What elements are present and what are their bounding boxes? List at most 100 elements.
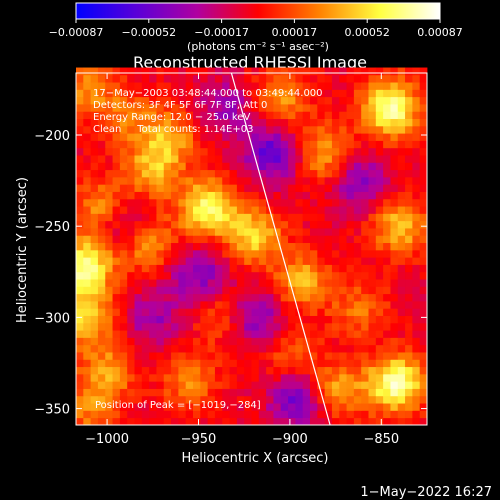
heatmap-cell [317,147,326,156]
heatmap-cell [214,228,223,236]
heatmap-cell [149,235,157,244]
heatmap-cell [236,118,245,127]
heatmap-cell [171,242,179,251]
heatmap-cell [273,191,282,200]
heatmap-cell [412,300,421,309]
heatmap-cell [346,89,355,98]
heatmap-cell [134,176,143,185]
heatmap-cell [200,111,209,119]
heatmap-cell [280,206,289,214]
heatmap-cell [97,184,106,192]
heatmap-cell [83,104,92,112]
heatmap-cell [236,213,245,222]
heatmap-cell [375,395,384,404]
heatmap-cell [244,410,252,419]
heatmap-cell [119,322,128,331]
heatmap-cell [214,366,223,375]
heatmap-cell [200,206,209,214]
heatmap-cell [236,147,245,156]
heatmap-cell [214,176,223,185]
heatmap-cell [193,111,201,119]
heatmap-cell [368,403,377,411]
heatmap-cell [383,111,391,119]
heatmap-cell [346,140,355,149]
heatmap-cell [229,96,238,105]
heatmap-cell [90,344,99,353]
heatmap-cell [273,133,282,141]
heatmap-cell [324,125,333,134]
heatmap-cell [288,96,296,105]
heatmap-cell [353,111,362,119]
heatmap-cell [339,96,347,105]
heatmap-cell [331,395,340,404]
heatmap-cell [324,337,333,346]
heatmap-cell [258,293,267,302]
heatmap-cell [353,279,362,287]
heatmap-cell [178,74,187,83]
heatmap-cell [258,300,267,309]
heatmap-cell [419,155,428,163]
heatmap-cell [280,220,289,229]
heatmap-cell [368,381,377,389]
heatmap-cell [324,82,333,90]
heatmap-cell [346,96,355,105]
heatmap-cell [288,147,296,156]
heatmap-cell [97,330,106,338]
heatmap-cell [178,96,187,105]
heatmap-cell [375,213,384,222]
heatmap-cell [163,381,172,389]
heatmap-cell [112,417,121,426]
heatmap-cell [134,286,143,295]
heatmap-cell [76,308,84,316]
heatmap-cell [229,220,238,229]
heatmap-cell [368,373,377,382]
heatmap-cell [280,213,289,222]
heatmap-cell [193,359,201,368]
heatmap-cell [76,96,84,105]
heatmap-cell [331,213,340,222]
heatmap-cell [288,381,296,389]
heatmap-cell [390,176,399,185]
heatmap-cell [383,191,391,200]
heatmap-cell [288,118,296,127]
heatmap-cell [76,147,84,156]
heatmap-cell [339,242,347,251]
heatmap-cell [127,381,135,389]
heatmap-cell [200,257,209,265]
heatmap-cell [214,330,223,338]
heatmap-cell [375,293,384,302]
heatmap-cell [397,176,406,185]
heatmap-cell [105,293,113,302]
heatmap-cell [368,330,377,338]
heatmap-cell [324,213,333,222]
heatmap-cell [339,220,347,229]
heatmap-cell [105,242,113,251]
heatmap-cell [76,169,84,178]
heatmap-cell [288,111,296,119]
heatmap-cell [222,373,230,382]
heatmap-cell [295,74,304,83]
heatmap-cell [419,249,428,258]
heatmap-cell [200,359,209,368]
heatmap-cell [280,417,289,426]
heatmap-cell [339,147,347,156]
heatmap-cell [185,162,194,171]
heatmap-cell [171,133,179,141]
heatmap-cell [156,271,165,280]
heatmap-cell [405,82,413,90]
heatmap-cell [266,352,274,360]
heatmap-cell [346,315,355,324]
heatmap-cell [185,147,194,156]
heatmap-cell [171,176,179,185]
heatmap-cell [353,403,362,411]
heatmap-cell [200,184,209,192]
heatmap-cell [288,344,296,353]
heatmap-cell [280,147,289,156]
heatmap-cell [412,293,421,302]
heatmap-cell [361,147,369,156]
heatmap-cell [353,417,362,426]
heatmap-cell [171,352,179,360]
heatmap-cell [251,118,260,127]
heatmap-cell [317,184,326,192]
heatmap-cell [310,417,318,426]
